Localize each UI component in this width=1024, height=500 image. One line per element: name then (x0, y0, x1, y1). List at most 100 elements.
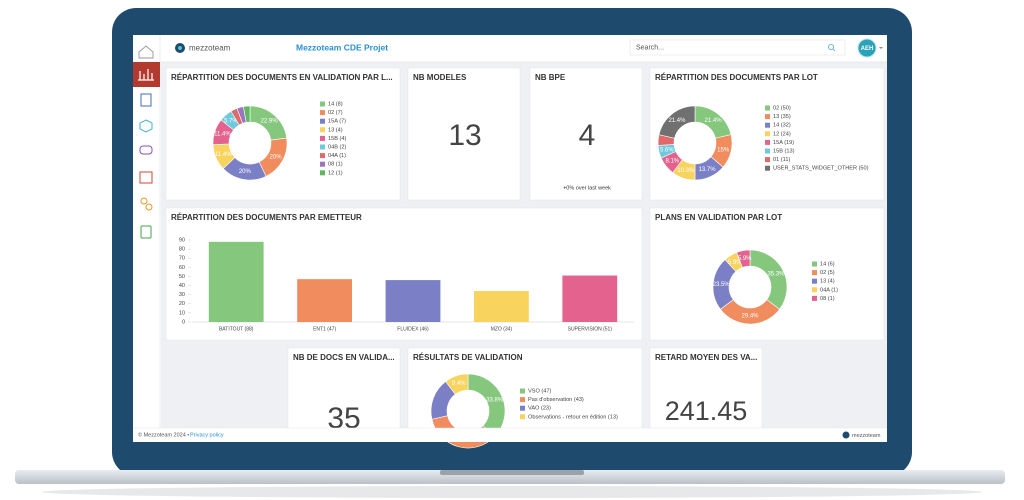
legend-swatch (320, 127, 325, 133)
donut-slice (736, 249, 751, 268)
card-title: PLANS EN VALIDATION PAR LOT (655, 213, 782, 222)
legend-label: 15B (13) (773, 148, 795, 154)
legend-swatch (812, 278, 817, 284)
search-icon-handle (832, 48, 836, 52)
base-notch (440, 470, 584, 475)
kpi-title: RETARD MOYEN DES VA... (655, 353, 757, 362)
slice-label: 11.4% (215, 152, 232, 158)
kpi-value: 4 (579, 119, 596, 152)
card-title: RÉPARTITION DES DOCUMENTS EN VALIDATION … (171, 73, 393, 82)
nav-users-2[interactable] (145, 203, 153, 211)
legend-swatch (320, 153, 325, 159)
legend-label: 15B (4) (328, 136, 346, 142)
card (529, 67, 643, 201)
legend-label: 14 (8) (328, 101, 343, 107)
legend-swatch (320, 101, 325, 107)
legend-label: 04A (1) (328, 153, 346, 159)
slice-label: 5.6% (660, 148, 674, 154)
legend-label: VAO (23) (528, 406, 551, 412)
legend-swatch (320, 118, 325, 124)
legend-swatch (765, 139, 770, 145)
legend-label: 14 (6) (820, 261, 835, 267)
legend-swatch (320, 161, 325, 167)
slice-label: 5.9% (738, 256, 752, 262)
legend-swatch (320, 144, 325, 150)
logo-dot (178, 46, 182, 50)
slice-label: 21.4% (705, 118, 723, 124)
legend-swatch (765, 131, 770, 137)
card-title: RÉPARTITION DES DOCUMENTS PAR EMETTEUR (171, 213, 362, 222)
legend-swatch (520, 414, 525, 420)
y-tick-label: 30 (179, 292, 185, 298)
legend-label: VSO (47) (528, 388, 551, 394)
nav-active-bg[interactable] (133, 62, 160, 87)
legend-swatch (765, 165, 770, 171)
nav-comments[interactable] (139, 145, 153, 155)
legend-swatch (320, 110, 325, 116)
legend-label: 02 (7) (328, 110, 343, 116)
nav-documents[interactable] (140, 93, 152, 107)
bar (562, 275, 618, 322)
y-tick-label: 90 (179, 237, 185, 243)
nav-stats[interactable] (138, 69, 154, 81)
search-placeholder: Search... (636, 44, 664, 51)
x-tick-label: ENT1 (47) (313, 326, 336, 332)
nav-models[interactable] (139, 119, 153, 133)
y-tick-label: 0 (182, 319, 185, 325)
legend-label: 08 (1) (328, 162, 343, 168)
legend-label: 13 (4) (820, 279, 835, 285)
legend-swatch (520, 405, 525, 411)
charts: 22.9% 14 (8) 20% 02 (7) 20% 15A (7) 11.4% 13 (4… (179, 101, 869, 449)
legend-label: 01 (11) (773, 157, 790, 163)
y-tick-label: 10 (179, 310, 185, 316)
slice-label: 13.7% (699, 167, 717, 173)
search-icon[interactable] (828, 44, 835, 51)
card (407, 67, 521, 201)
card (649, 347, 763, 439)
x-tick-label: FLUIDEX (46) (397, 326, 429, 332)
search-box[interactable] (629, 39, 846, 56)
legend-swatch (320, 170, 325, 176)
kpi-title: NB MODELES (413, 73, 467, 82)
legend-swatch (812, 261, 817, 267)
card (287, 347, 401, 439)
footer (133, 428, 887, 442)
nav-calendar[interactable] (139, 171, 153, 184)
y-tick-label: 40 (179, 283, 185, 289)
app-title: Mezzoteam CDE Projet (296, 42, 388, 52)
legend-label: Pas d'observation (43) (528, 397, 584, 403)
kpi-note: +0% over last week (563, 185, 611, 191)
bar (297, 279, 353, 322)
avatar[interactable] (857, 38, 877, 58)
nav-users[interactable] (140, 197, 148, 205)
legend-swatch (320, 135, 325, 141)
legend-label: 14 (32) (773, 123, 791, 129)
footer-logo: mezzoteam (852, 433, 881, 439)
avatar-caret[interactable] (879, 47, 883, 49)
legend-label: USER_STATS_WIDGET_OTHER (50) (773, 166, 869, 172)
footer-logo-mark (842, 431, 850, 439)
slice-label: 22.9% (261, 119, 279, 125)
legend-label: 04B (2) (328, 144, 346, 150)
privacy-link[interactable]: Privacy policy (190, 432, 224, 438)
legend-swatch (812, 295, 817, 301)
legend-label: 13 (35) (773, 114, 791, 120)
legend-label: 13 (4) (328, 127, 343, 133)
legend-label: 04A (1) (820, 287, 838, 293)
legend-swatch (812, 287, 817, 293)
kpi-value: 13 (448, 119, 481, 152)
legend-swatch (520, 388, 525, 394)
nav-home[interactable] (138, 45, 154, 59)
nav-contacts[interactable] (140, 225, 152, 239)
slice-label: 5.9% (728, 260, 742, 266)
bar (385, 280, 441, 322)
slice-label: 23.5% (713, 282, 731, 288)
bar (208, 241, 264, 322)
legend-label: 12 (1) (328, 170, 343, 176)
slice-label: 20% (239, 169, 252, 175)
legend-swatch (765, 157, 770, 163)
legend-swatch (812, 270, 817, 276)
slice-label: 29.4% (741, 314, 759, 320)
card-title: RÉPARTITION DES DOCUMENTS PAR LOT (655, 73, 818, 82)
